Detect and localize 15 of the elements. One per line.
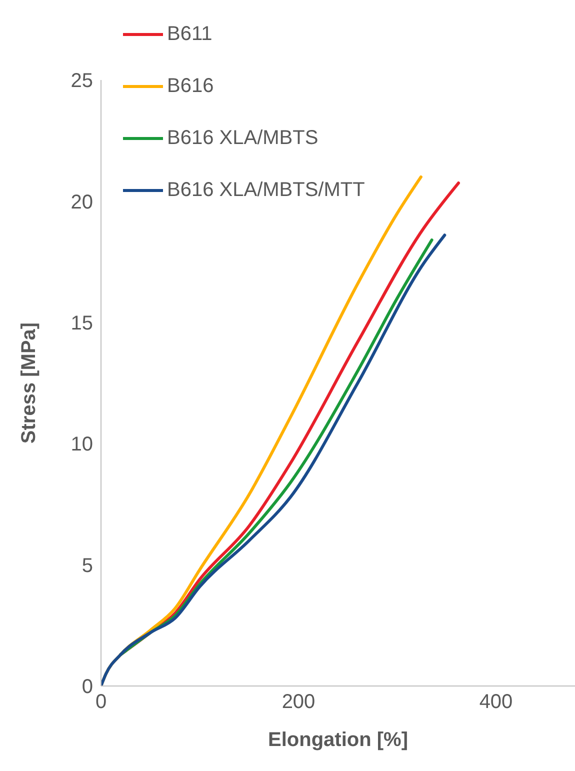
y-tick-label: 20 — [70, 191, 93, 214]
y-tick-label: 15 — [70, 312, 93, 334]
line-series — [101, 234, 446, 686]
x-axis-title: Elongation [%] — [268, 729, 408, 751]
x-tick-label: 200 — [282, 691, 316, 714]
y-tick-label: 10 — [70, 434, 93, 456]
x-tick-label: 400 — [479, 691, 513, 714]
legend-label: B616 — [167, 74, 214, 98]
legend-label: B616 XLA/MBTS/MTT — [167, 178, 365, 202]
legend-label: B616 XLA/MBTS — [167, 126, 318, 150]
legend-label: B611 — [167, 22, 212, 46]
y-tick-label: 5 — [82, 554, 93, 577]
y-tick-label: 0 — [82, 676, 93, 698]
y-axis-title: Stress [MPa] — [18, 322, 40, 444]
y-tick-label: 25 — [70, 70, 93, 92]
